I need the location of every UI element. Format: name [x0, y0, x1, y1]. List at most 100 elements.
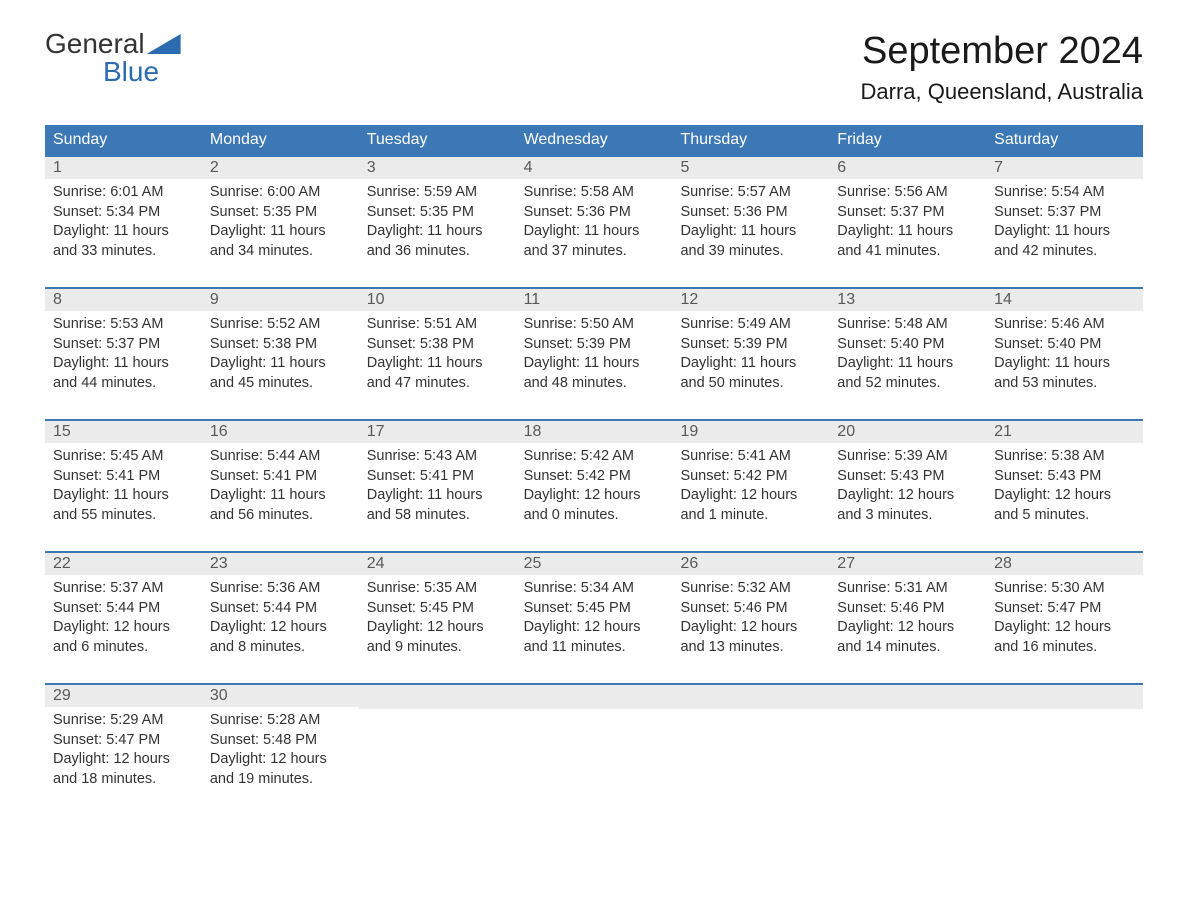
- day-number: 28: [986, 553, 1143, 575]
- sunset-text: Sunset: 5:47 PM: [53, 731, 194, 751]
- day-number: 4: [516, 157, 673, 179]
- day-number: 9: [202, 289, 359, 311]
- day-cell: 18 Sunrise: 5:42 AMSunset: 5:42 PMDayligh…: [516, 421, 673, 541]
- day-content: Sunrise: 5:38 AMSunset: 5:43 PMDaylight:…: [986, 443, 1143, 533]
- sunset-text: Sunset: 5:48 PM: [210, 731, 351, 751]
- day-header-row: SundayMondayTuesdayWednesdayThursdayFrid…: [45, 125, 1143, 155]
- day-content: Sunrise: 5:30 AMSunset: 5:47 PMDaylight:…: [986, 575, 1143, 665]
- logo: General Blue: [45, 30, 181, 86]
- day-cell: [359, 685, 516, 805]
- sunrise-text: Sunrise: 5:50 AM: [524, 315, 665, 335]
- day-content: Sunrise: 5:50 AMSunset: 5:39 PMDaylight:…: [516, 311, 673, 401]
- daylight-text-2: and 55 minutes.: [53, 506, 194, 526]
- day-content: Sunrise: 5:41 AMSunset: 5:42 PMDaylight:…: [672, 443, 829, 533]
- sunrise-text: Sunrise: 5:46 AM: [994, 315, 1135, 335]
- daylight-text-2: and 33 minutes.: [53, 242, 194, 262]
- day-content: Sunrise: 5:53 AMSunset: 5:37 PMDaylight:…: [45, 311, 202, 401]
- day-number: 16: [202, 421, 359, 443]
- week-row: 22Sunrise: 5:37 AMSunset: 5:44 PMDayligh…: [45, 551, 1143, 673]
- day-content: Sunrise: 5:28 AMSunset: 5:48 PMDaylight:…: [202, 707, 359, 797]
- day-cell: 20Sunrise: 5:39 AMSunset: 5:43 PMDayligh…: [829, 421, 986, 541]
- day-cell: 25Sunrise: 5:34 AMSunset: 5:45 PMDayligh…: [516, 553, 673, 673]
- sunrise-text: Sunrise: 5:38 AM: [994, 447, 1135, 467]
- sunrise-text: Sunrise: 5:31 AM: [837, 579, 978, 599]
- day-number: 12: [672, 289, 829, 311]
- day-content: Sunrise: 5:56 AMSunset: 5:37 PMDaylight:…: [829, 179, 986, 269]
- day-number: 5: [672, 157, 829, 179]
- daylight-text-1: Daylight: 12 hours: [680, 486, 821, 506]
- day-header: Friday: [829, 125, 986, 155]
- calendar: SundayMondayTuesdayWednesdayThursdayFrid…: [45, 125, 1143, 805]
- day-header: Tuesday: [359, 125, 516, 155]
- daylight-text-1: Daylight: 12 hours: [524, 618, 665, 638]
- day-number: 24: [359, 553, 516, 575]
- sunset-text: Sunset: 5:45 PM: [367, 599, 508, 619]
- sunset-text: Sunset: 5:40 PM: [994, 335, 1135, 355]
- sunset-text: Sunset: 5:36 PM: [680, 203, 821, 223]
- daylight-text-2: and 45 minutes.: [210, 374, 351, 394]
- day-cell: 1Sunrise: 6:01 AMSunset: 5:34 PMDaylight…: [45, 157, 202, 277]
- day-cell: [516, 685, 673, 805]
- sunset-text: Sunset: 5:46 PM: [680, 599, 821, 619]
- daylight-text-1: Daylight: 12 hours: [367, 618, 508, 638]
- day-cell: 29Sunrise: 5:29 AMSunset: 5:47 PMDayligh…: [45, 685, 202, 805]
- daylight-text-1: Daylight: 11 hours: [837, 354, 978, 374]
- sunrise-text: Sunrise: 5:44 AM: [210, 447, 351, 467]
- day-header: Thursday: [672, 125, 829, 155]
- logo-text-2: Blue: [45, 58, 181, 86]
- day-content: Sunrise: 5:35 AMSunset: 5:45 PMDaylight:…: [359, 575, 516, 665]
- day-cell: 24Sunrise: 5:35 AMSunset: 5:45 PMDayligh…: [359, 553, 516, 673]
- sunset-text: Sunset: 5:38 PM: [367, 335, 508, 355]
- daylight-text-2: and 1 minute.: [680, 506, 821, 526]
- day-number: 2: [202, 157, 359, 179]
- day-cell: 23Sunrise: 5:36 AMSunset: 5:44 PMDayligh…: [202, 553, 359, 673]
- daylight-text-2: and 39 minutes.: [680, 242, 821, 262]
- day-cell: 6Sunrise: 5:56 AMSunset: 5:37 PMDaylight…: [829, 157, 986, 277]
- day-number: 11: [516, 289, 673, 311]
- daylight-text-1: Daylight: 12 hours: [837, 486, 978, 506]
- day-cell: 27Sunrise: 5:31 AMSunset: 5:46 PMDayligh…: [829, 553, 986, 673]
- day-content: Sunrise: 5:58 AMSunset: 5:36 PMDaylight:…: [516, 179, 673, 269]
- day-header: Sunday: [45, 125, 202, 155]
- daylight-text-2: and 58 minutes.: [367, 506, 508, 526]
- daylight-text-1: Daylight: 11 hours: [367, 486, 508, 506]
- daylight-text-2: and 6 minutes.: [53, 638, 194, 658]
- day-cell: 21Sunrise: 5:38 AMSunset: 5:43 PMDayligh…: [986, 421, 1143, 541]
- sunrise-text: Sunrise: 5:28 AM: [210, 711, 351, 731]
- daylight-text-2: and 48 minutes.: [524, 374, 665, 394]
- sunset-text: Sunset: 5:42 PM: [524, 467, 665, 487]
- day-number: 3: [359, 157, 516, 179]
- daylight-text-1: Daylight: 12 hours: [524, 486, 665, 506]
- sunrise-text: Sunrise: 6:01 AM: [53, 183, 194, 203]
- day-cell: [986, 685, 1143, 805]
- month-title: September 2024: [861, 30, 1144, 73]
- daylight-text-2: and 0 minutes.: [524, 506, 665, 526]
- day-content: Sunrise: 5:37 AMSunset: 5:44 PMDaylight:…: [45, 575, 202, 665]
- sunset-text: Sunset: 5:37 PM: [53, 335, 194, 355]
- daylight-text-2: and 56 minutes.: [210, 506, 351, 526]
- daylight-text-2: and 19 minutes.: [210, 770, 351, 790]
- daylight-text-1: Daylight: 11 hours: [994, 222, 1135, 242]
- day-number: 14: [986, 289, 1143, 311]
- daylight-text-2: and 13 minutes.: [680, 638, 821, 658]
- day-number: [516, 685, 673, 709]
- sunset-text: Sunset: 5:35 PM: [367, 203, 508, 223]
- day-cell: 19Sunrise: 5:41 AMSunset: 5:42 PMDayligh…: [672, 421, 829, 541]
- day-content: Sunrise: 5:48 AMSunset: 5:40 PMDaylight:…: [829, 311, 986, 401]
- day-number: 10: [359, 289, 516, 311]
- sunrise-text: Sunrise: 5:39 AM: [837, 447, 978, 467]
- day-cell: 16Sunrise: 5:44 AMSunset: 5:41 PMDayligh…: [202, 421, 359, 541]
- day-content: Sunrise: 5:29 AMSunset: 5:47 PMDaylight:…: [45, 707, 202, 797]
- sunrise-text: Sunrise: 5:29 AM: [53, 711, 194, 731]
- sunrise-text: Sunrise: 5:36 AM: [210, 579, 351, 599]
- logo-line1: General: [45, 30, 181, 58]
- sunset-text: Sunset: 5:45 PM: [524, 599, 665, 619]
- day-number: 18: [516, 421, 673, 443]
- daylight-text-2: and 16 minutes.: [994, 638, 1135, 658]
- day-cell: 17Sunrise: 5:43 AMSunset: 5:41 PMDayligh…: [359, 421, 516, 541]
- day-number: 6: [829, 157, 986, 179]
- daylight-text-2: and 3 minutes.: [837, 506, 978, 526]
- sunrise-text: Sunrise: 5:42 AM: [524, 447, 665, 467]
- day-number: 23: [202, 553, 359, 575]
- day-cell: 2Sunrise: 6:00 AMSunset: 5:35 PMDaylight…: [202, 157, 359, 277]
